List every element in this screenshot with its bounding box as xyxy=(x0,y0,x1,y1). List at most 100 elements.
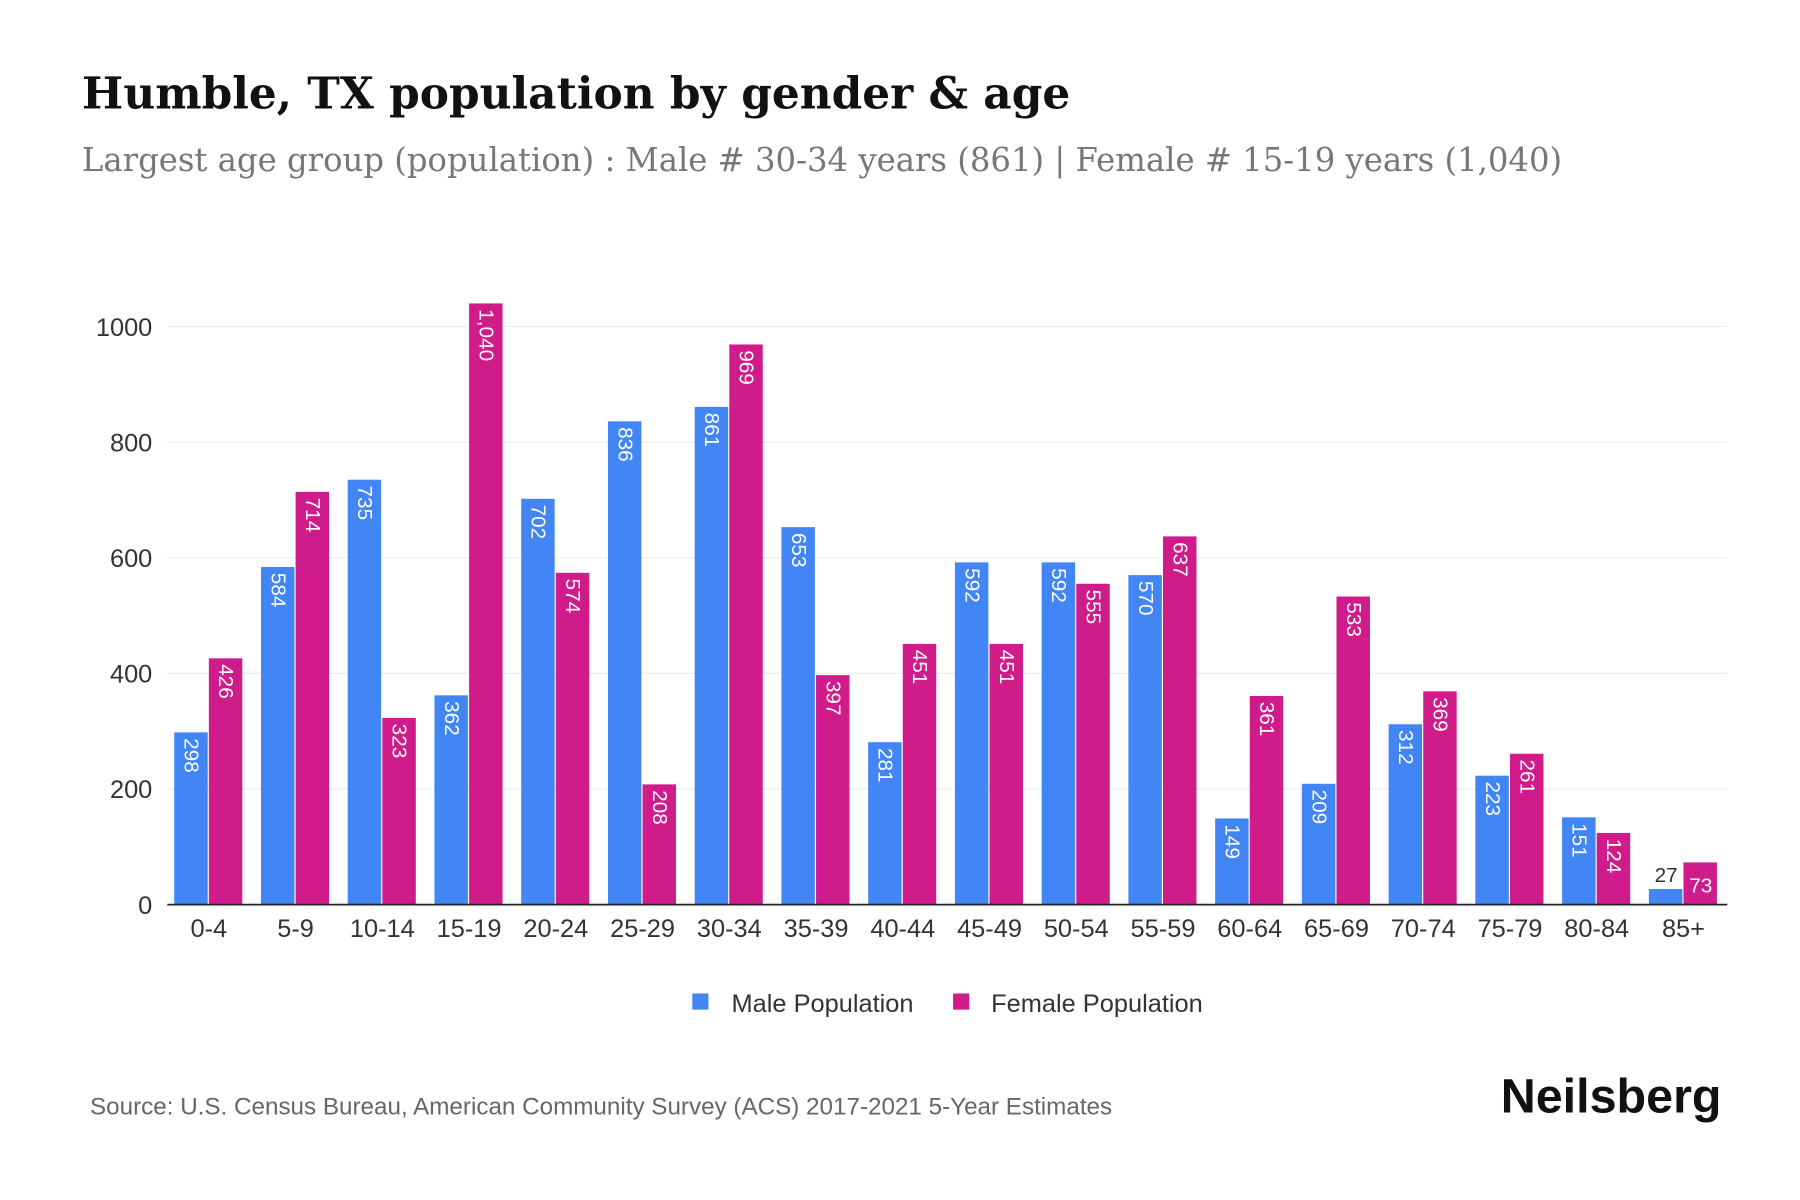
bar-female xyxy=(1596,832,1631,905)
data-label-female: 714 xyxy=(301,498,324,533)
legend: Male Population Female Population xyxy=(692,990,1203,1018)
data-label-male: 298 xyxy=(180,738,203,773)
data-label-female: 397 xyxy=(821,681,844,716)
y-axis: 0 200 400 600 800 1000 xyxy=(96,314,152,920)
bar-male xyxy=(1301,783,1336,905)
x-axis: 0-4 5-9 10-14 15-19 20-24 25-29 30-34 35-39 40-4… xyxy=(191,915,1705,943)
x-tick-label: 40-44 xyxy=(870,915,935,943)
data-label-male: 592 xyxy=(960,568,983,603)
data-label-male: 653 xyxy=(787,533,810,568)
x-tick-label: 70-74 xyxy=(1391,915,1456,943)
bar-male xyxy=(1562,817,1596,905)
bar-male xyxy=(1128,575,1162,905)
bar-female xyxy=(1336,596,1370,905)
x-tick-label: 0-4 xyxy=(191,915,228,943)
bar-female xyxy=(555,572,590,905)
bar-female xyxy=(902,643,937,905)
bar-male xyxy=(1648,889,1683,905)
bar-male xyxy=(174,732,208,905)
y-tick-label: 400 xyxy=(110,661,152,689)
data-label-female: 323 xyxy=(388,724,411,759)
data-label-female: 637 xyxy=(1168,542,1191,577)
data-label-female: 426 xyxy=(214,664,237,699)
gridlines xyxy=(167,325,1728,790)
data-label-male: 570 xyxy=(1134,581,1157,616)
bar-male xyxy=(868,742,902,905)
x-tick-label: 10-14 xyxy=(350,915,415,943)
bar-male xyxy=(347,479,382,905)
bar-female xyxy=(1683,862,1717,905)
bar-male xyxy=(607,421,642,905)
data-label-female: 208 xyxy=(648,790,671,825)
data-label-female: 124 xyxy=(1602,839,1625,874)
source-note: Source: U.S. Census Bureau, American Com… xyxy=(90,1094,1112,1121)
x-tick-label: 65-69 xyxy=(1304,915,1369,943)
x-tick-label: 80-84 xyxy=(1564,915,1629,943)
chart-subtitle: Largest age group (population) : Male # … xyxy=(82,141,1562,179)
bars: 298 426 584 714 735 323 362 1,040 702 574 836 208 86… xyxy=(174,303,1717,905)
data-label-female: 369 xyxy=(1429,697,1452,732)
x-tick-label: 50-54 xyxy=(1044,915,1109,943)
y-tick-label: 0 xyxy=(138,892,152,920)
x-tick-label: 15-19 xyxy=(437,915,502,943)
bar-female xyxy=(729,344,763,905)
bar-female xyxy=(1509,753,1544,905)
bar-male xyxy=(260,567,295,905)
data-label-male: 151 xyxy=(1567,823,1590,858)
legend-swatch-female xyxy=(953,993,970,1010)
data-label-male: 27 xyxy=(1655,864,1678,887)
data-label-female: 261 xyxy=(1515,760,1538,795)
bar-female xyxy=(816,675,850,905)
bar-female xyxy=(295,491,330,905)
data-label-female: 73 xyxy=(1689,874,1712,897)
brand-logo: Neilsberg xyxy=(1501,1069,1722,1123)
data-label-female: 555 xyxy=(1082,590,1105,625)
data-label-male: 223 xyxy=(1481,781,1504,816)
y-tick-label: 600 xyxy=(110,545,152,573)
data-label-male: 836 xyxy=(613,427,636,462)
data-label-female: 451 xyxy=(908,650,931,685)
data-label-male: 735 xyxy=(353,485,376,520)
bar-female xyxy=(1163,536,1197,905)
bar-male xyxy=(1041,562,1076,905)
x-tick-label: 75-79 xyxy=(1478,915,1543,943)
data-label-male: 312 xyxy=(1394,730,1417,765)
bar-male xyxy=(434,695,468,905)
x-tick-label: 60-64 xyxy=(1217,915,1282,943)
chart-title: Humble, TX population by gender & age xyxy=(82,68,1070,119)
legend-swatch-male xyxy=(692,993,709,1010)
data-label-female: 969 xyxy=(735,350,758,385)
x-tick-label: 45-49 xyxy=(957,915,1022,943)
y-tick-label: 200 xyxy=(110,776,152,804)
data-label-male: 281 xyxy=(874,748,897,783)
data-label-female: 451 xyxy=(995,650,1018,685)
bar-female xyxy=(989,643,1023,905)
x-tick-label: 55-59 xyxy=(1131,915,1196,943)
legend-label-female: Female Population xyxy=(991,990,1203,1018)
x-tick-label: 20-24 xyxy=(523,915,588,943)
legend-label-male: Male Population xyxy=(732,990,914,1018)
bar-female xyxy=(1076,583,1110,905)
x-tick-label: 35-39 xyxy=(784,915,849,943)
data-label-male: 584 xyxy=(266,573,289,608)
bar-female xyxy=(1423,691,1457,905)
x-tick-label: 5-9 xyxy=(277,915,314,943)
data-label-male: 592 xyxy=(1047,568,1070,603)
y-tick-label: 800 xyxy=(110,429,152,457)
data-label-female: 533 xyxy=(1342,602,1365,637)
bar-male xyxy=(694,406,729,905)
bar-female xyxy=(469,303,503,905)
data-label-female: 1,040 xyxy=(474,309,497,361)
bar-female xyxy=(208,658,243,905)
bar-female xyxy=(382,717,416,905)
data-label-male: 861 xyxy=(700,413,723,448)
bar-male xyxy=(1215,818,1249,905)
bar-male xyxy=(1475,775,1509,905)
data-label-male: 209 xyxy=(1307,790,1330,825)
data-label-male: 149 xyxy=(1221,824,1244,859)
bar-female xyxy=(1249,695,1284,905)
x-tick-label: 25-29 xyxy=(610,915,675,943)
y-tick-label: 1000 xyxy=(96,314,152,342)
data-label-female: 361 xyxy=(1255,702,1278,737)
